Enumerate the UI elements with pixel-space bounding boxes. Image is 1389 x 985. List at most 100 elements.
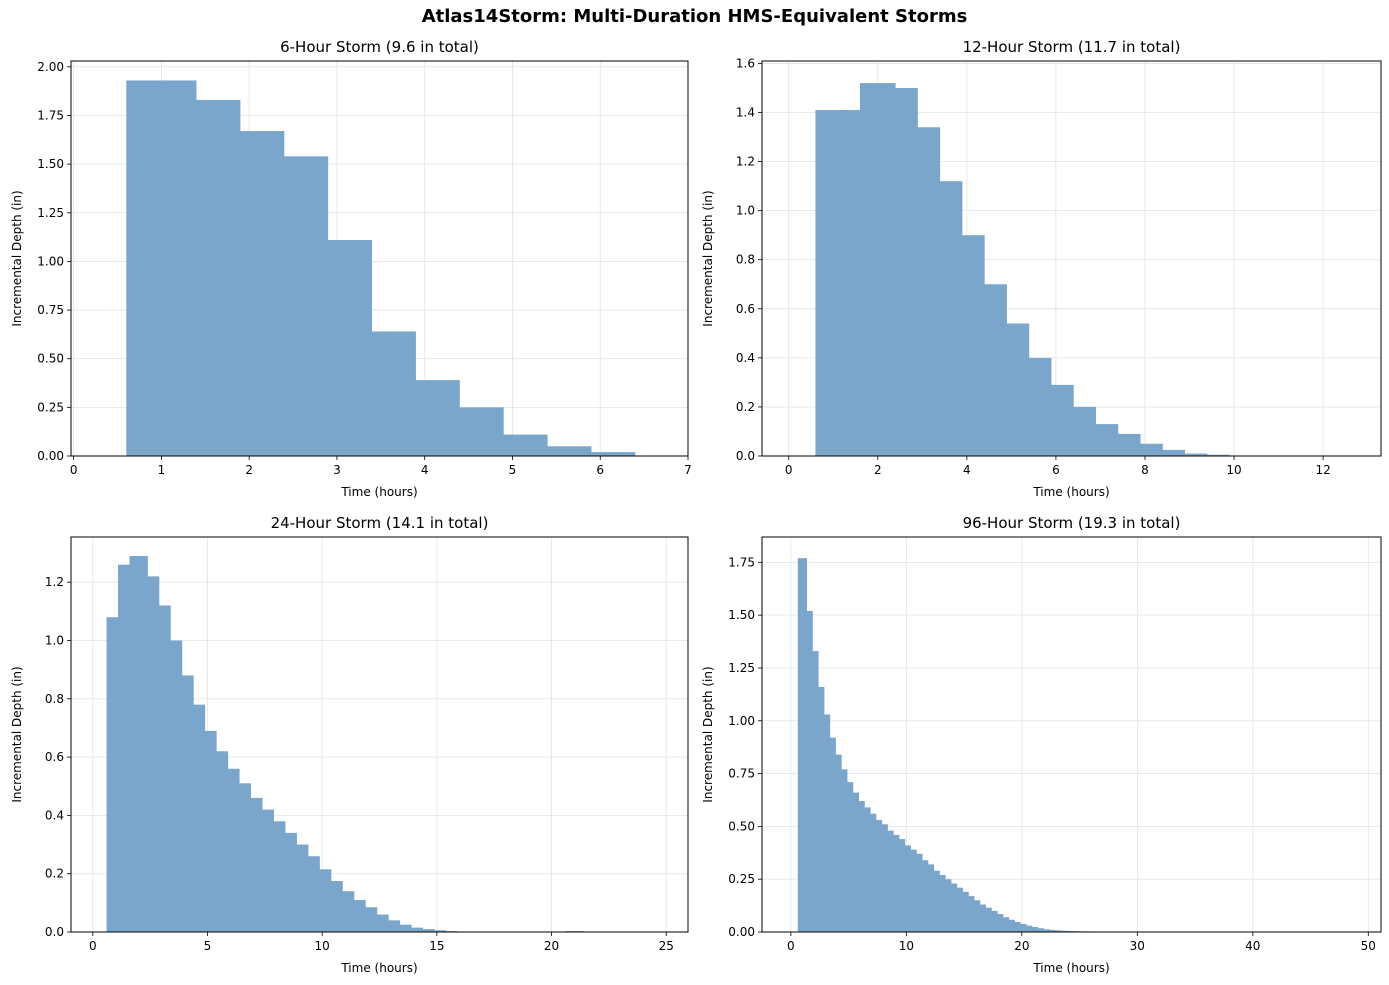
x-tick-label: 10 <box>899 939 914 953</box>
y-tick-label: 1.75 <box>37 108 64 122</box>
bar <box>953 887 963 932</box>
axes-frame <box>761 536 1382 933</box>
x-tick-label: 8 <box>1141 463 1149 477</box>
bar <box>1063 930 1073 932</box>
y-tick-label: 1.00 <box>728 714 755 728</box>
x-tick-label: 1 <box>158 463 166 477</box>
bar <box>1017 923 1027 932</box>
bar <box>913 853 923 932</box>
x-axis-label: Time (hours) <box>340 485 417 499</box>
bar <box>826 737 836 932</box>
x-tick-label: 50 <box>1361 939 1376 953</box>
chart-title: 96-Hour Storm (19.3 in total) <box>963 514 1181 532</box>
bar <box>565 452 636 456</box>
x-tick-label: 3 <box>333 463 341 477</box>
x-tick-label: 0 <box>787 939 795 953</box>
bar <box>907 849 917 932</box>
bar <box>1011 922 1021 932</box>
bar <box>936 874 946 932</box>
bar <box>965 896 975 932</box>
bar <box>1171 453 1208 456</box>
chart-title: 6-Hour Storm (9.6 in total) <box>280 38 479 56</box>
chart-panel-3: 0 5 10 15 20 25 0.0 0.2 0.4 0.6 0.8 1.0 1.2 24-Hour S… <box>10 514 689 975</box>
y-tick-label: 0.50 <box>37 352 64 366</box>
y-tick-label: 0.0 <box>736 449 755 463</box>
y-tick-label: 0.6 <box>45 750 64 764</box>
chart-panel-4: 0 10 20 30 40 50 0.00 0.25 0.50 0.75 1.00 1.25 1.50 1… <box>701 514 1382 975</box>
y-tick-label: 1.50 <box>728 608 755 622</box>
bar <box>393 924 412 932</box>
bar <box>1028 926 1039 932</box>
chart-title: 12-Hour Storm (11.7 in total) <box>963 38 1181 56</box>
y-tick-label: 1.2 <box>45 575 64 589</box>
bar <box>872 820 883 932</box>
bar <box>1149 449 1186 456</box>
axes-frame <box>70 60 689 457</box>
y-tick-label: 0.25 <box>37 400 64 414</box>
bar <box>999 917 1010 932</box>
x-tick-label: 40 <box>1245 939 1260 953</box>
x-tick-label: 15 <box>429 939 444 953</box>
x-tick-label: 5 <box>509 463 517 477</box>
x-tick-label: 20 <box>1014 939 1029 953</box>
bar <box>942 879 952 932</box>
chart-panel-1: 0 1 2 3 4 5 6 7 0.00 0.25 0.50 0.75 1.00 1.25 1.50 1.75… <box>10 38 692 499</box>
bar <box>901 845 911 932</box>
bar <box>1022 925 1033 932</box>
y-tick-label: 0.4 <box>45 808 64 822</box>
bar <box>521 446 592 456</box>
y-tick-label: 0.75 <box>37 303 64 317</box>
bar <box>1040 929 1050 932</box>
x-tick-label: 5 <box>204 939 212 953</box>
x-tick-label: 6 <box>1052 463 1060 477</box>
bar <box>849 792 860 932</box>
x-tick-label: 2 <box>874 463 882 477</box>
x-axis-label: Time (hours) <box>1032 485 1109 499</box>
x-tick-label: 20 <box>544 939 559 953</box>
y-tick-label: 0.4 <box>736 351 755 365</box>
bar <box>919 860 929 932</box>
y-tick-label: 1.50 <box>37 157 64 171</box>
bar <box>815 686 825 932</box>
chart-title: 24-Hour Storm (14.1 in total) <box>271 514 489 532</box>
x-tick-label: 4 <box>963 463 971 477</box>
bar <box>895 839 906 932</box>
y-tick-label: 1.25 <box>37 206 64 220</box>
bar <box>404 927 424 932</box>
x-tick-label: 25 <box>659 939 674 953</box>
y-tick-label: 1.4 <box>736 106 755 120</box>
axes-frame <box>70 536 689 933</box>
bar <box>1046 929 1056 932</box>
bar <box>855 801 865 932</box>
bar <box>947 883 958 932</box>
bar <box>982 907 992 932</box>
y-tick-label: 1.6 <box>736 56 755 70</box>
bar <box>890 834 900 932</box>
y-tick-label: 1.0 <box>45 633 64 647</box>
y-tick-label: 0.0 <box>45 925 64 939</box>
y-axis-label: Incremental Depth (in) <box>10 666 24 802</box>
bar <box>988 910 998 932</box>
chart-panel-2: 0 2 4 6 8 10 12 0.0 0.2 0.4 0.6 0.8 1.0 1.2 1.4 1.6 12-H… <box>701 38 1382 499</box>
x-axis-label: Time (hours) <box>340 961 417 975</box>
y-axis-label: Incremental Depth (in) <box>701 666 715 802</box>
y-tick-label: 2.00 <box>37 60 64 74</box>
bar <box>1005 919 1015 932</box>
y-tick-label: 1.2 <box>736 155 755 169</box>
bar <box>867 813 877 932</box>
y-tick-label: 0.6 <box>736 302 755 316</box>
y-axis-label: Incremental Depth (in) <box>10 190 24 326</box>
y-tick-label: 1.75 <box>728 555 755 569</box>
x-tick-label: 10 <box>315 939 330 953</box>
x-tick-label: 7 <box>684 463 692 477</box>
x-tick-label: 0 <box>70 463 78 477</box>
bar <box>820 714 831 932</box>
bar <box>381 920 401 932</box>
bar <box>1051 930 1062 932</box>
y-tick-label: 0.8 <box>736 253 755 267</box>
bar <box>884 830 894 932</box>
figure-title: Atlas14Storm: Multi-Duration HMS-Equival… <box>421 6 968 27</box>
x-tick-label: 12 <box>1315 463 1330 477</box>
bar <box>427 930 447 932</box>
y-tick-label: 0.8 <box>45 692 64 706</box>
